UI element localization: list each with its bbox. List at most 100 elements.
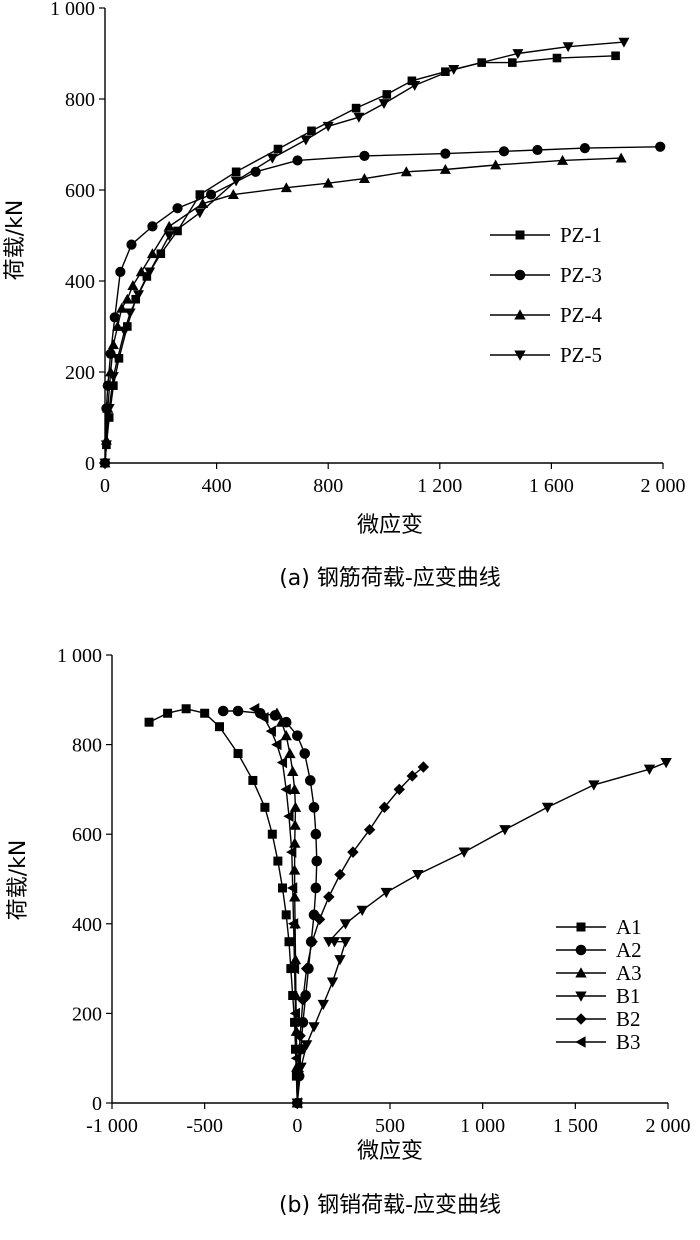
data-point-pz-5 bbox=[124, 308, 136, 319]
data-point-pz-5 bbox=[562, 42, 574, 53]
data-point-pz-3 bbox=[115, 266, 126, 277]
data-point-pz-5 bbox=[512, 49, 524, 59]
data-point-a3 bbox=[290, 989, 302, 1001]
data-point-a1 bbox=[284, 937, 294, 947]
data-point-b2 bbox=[417, 761, 430, 773]
data-point-b3 bbox=[291, 1097, 302, 1109]
data-point-b3 bbox=[287, 882, 298, 894]
data-point-pz-4 bbox=[358, 173, 370, 184]
x-tick-label: 2 000 bbox=[646, 1115, 691, 1137]
data-point-a1 bbox=[233, 749, 243, 759]
legend-label: PZ-5 bbox=[560, 343, 602, 367]
legend-entry-b2: B2 bbox=[556, 1007, 641, 1031]
legend-entry-pz-4: PZ-4 bbox=[490, 303, 603, 327]
legend-marker-a2 bbox=[575, 944, 587, 956]
data-point-b1 bbox=[339, 937, 352, 948]
data-point-a2 bbox=[217, 705, 229, 717]
data-point-pz-5 bbox=[112, 353, 124, 364]
data-point-pz-5 bbox=[448, 65, 460, 75]
data-point-pz-3 bbox=[440, 148, 451, 159]
x-tick-label: 800 bbox=[313, 475, 343, 497]
data-point-b1 bbox=[660, 757, 672, 769]
x-tick-label: -1 000 bbox=[86, 1115, 138, 1137]
data-point-pz-3 bbox=[172, 203, 183, 214]
series-line-b2 bbox=[296, 766, 424, 1104]
data-point-b2 bbox=[300, 962, 313, 975]
data-point-pz-1 bbox=[407, 76, 417, 86]
data-point-b2 bbox=[378, 801, 391, 814]
data-point-pz-3 bbox=[205, 189, 217, 200]
data-point-pz-1 bbox=[508, 58, 517, 67]
legend-marker-b1 bbox=[575, 991, 587, 1002]
data-point-a3 bbox=[287, 765, 299, 777]
data-point-a2 bbox=[310, 882, 322, 894]
data-point-pz-5 bbox=[100, 440, 112, 451]
series-pz-5 bbox=[99, 37, 630, 469]
data-point-pz-4 bbox=[127, 280, 139, 290]
data-point-b1 bbox=[308, 1022, 320, 1033]
series-line-pz-3 bbox=[104, 146, 661, 464]
legend-entry-a3: A3 bbox=[556, 961, 642, 985]
data-point-a1 bbox=[273, 856, 283, 866]
y-tick-label: 1 000 bbox=[57, 645, 102, 667]
data-point-pz-1 bbox=[109, 381, 118, 390]
data-point-a1 bbox=[278, 883, 288, 893]
data-point-pz-3 bbox=[532, 144, 543, 156]
series-line-pz-5 bbox=[104, 41, 624, 464]
legend-label: A2 bbox=[616, 938, 642, 962]
data-point-pz-3 bbox=[109, 312, 120, 323]
data-point-pz-4 bbox=[557, 154, 569, 165]
data-point-pz-5 bbox=[378, 99, 390, 110]
data-point-pz-3 bbox=[498, 146, 510, 157]
data-point-b3 bbox=[287, 918, 299, 930]
data-point-pz-1 bbox=[552, 53, 562, 63]
data-point-b2 bbox=[406, 770, 418, 782]
y-tick-label: 600 bbox=[65, 180, 95, 202]
y-tick-label: 0 bbox=[85, 453, 95, 475]
x-tick-label: 1 600 bbox=[529, 475, 574, 497]
figure-caption: (a) 钢筋荷载-应变曲线 bbox=[279, 566, 501, 591]
data-point-a1 bbox=[248, 775, 258, 785]
data-point-a3 bbox=[289, 801, 302, 812]
legend-label: B3 bbox=[616, 1030, 641, 1054]
data-point-pz-4 bbox=[121, 293, 133, 304]
data-point-pz-5 bbox=[322, 121, 334, 132]
data-point-pz-5 bbox=[266, 153, 278, 164]
series-line-b3 bbox=[254, 708, 298, 1104]
data-point-a1 bbox=[181, 704, 191, 714]
data-point-a1 bbox=[267, 829, 277, 839]
data-point-a1 bbox=[163, 708, 173, 718]
y-tick-label: 1 000 bbox=[50, 0, 95, 20]
data-point-b3 bbox=[289, 1007, 301, 1020]
series-a1 bbox=[144, 704, 302, 1108]
data-point-b1 bbox=[588, 780, 600, 791]
data-point-pz-5 bbox=[144, 267, 156, 278]
data-point-b2 bbox=[294, 1030, 306, 1042]
data-point-pz-3 bbox=[359, 150, 370, 161]
x-tick-label: -500 bbox=[186, 1115, 223, 1137]
legend-marker-b3 bbox=[575, 1036, 586, 1048]
y-tick-label: 800 bbox=[65, 89, 95, 111]
data-point-a3 bbox=[284, 747, 296, 759]
data-point-b2 bbox=[334, 868, 346, 881]
data-point-a1 bbox=[214, 722, 224, 732]
data-point-b3 bbox=[258, 712, 269, 724]
data-point-pz-1 bbox=[231, 167, 241, 177]
data-point-pz-4 bbox=[197, 198, 209, 209]
x-axis-label: 微应变 bbox=[357, 513, 423, 538]
y-tick-label: 400 bbox=[65, 271, 95, 293]
y-tick-label: 200 bbox=[72, 1003, 102, 1025]
data-point-b1 bbox=[412, 869, 424, 881]
legend-entry-pz-1: PZ-1 bbox=[490, 223, 602, 247]
data-point-b2 bbox=[323, 891, 335, 903]
data-point-b3 bbox=[283, 810, 294, 822]
legend-label: PZ-4 bbox=[560, 303, 603, 327]
data-point-a1 bbox=[290, 1017, 300, 1027]
data-point-a3 bbox=[288, 783, 301, 794]
data-point-pz-1 bbox=[441, 67, 450, 76]
y-axis-label: 荷载/kN bbox=[3, 200, 28, 281]
data-point-b1 bbox=[541, 802, 554, 814]
legend-entry-b3: B3 bbox=[556, 1030, 641, 1054]
data-point-pz-4 bbox=[146, 248, 158, 259]
legend-entry-a1: A1 bbox=[556, 915, 642, 939]
